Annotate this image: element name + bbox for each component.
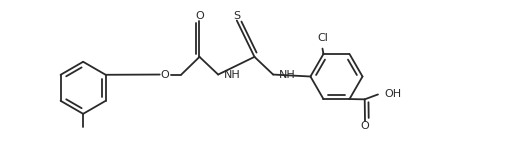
Text: O: O bbox=[195, 11, 204, 21]
Text: OH: OH bbox=[384, 89, 402, 99]
Text: Cl: Cl bbox=[317, 33, 328, 43]
Text: NH: NH bbox=[224, 70, 240, 80]
Text: NH: NH bbox=[278, 70, 295, 80]
Text: S: S bbox=[233, 11, 240, 21]
Text: O: O bbox=[360, 121, 370, 131]
Text: O: O bbox=[161, 70, 169, 80]
